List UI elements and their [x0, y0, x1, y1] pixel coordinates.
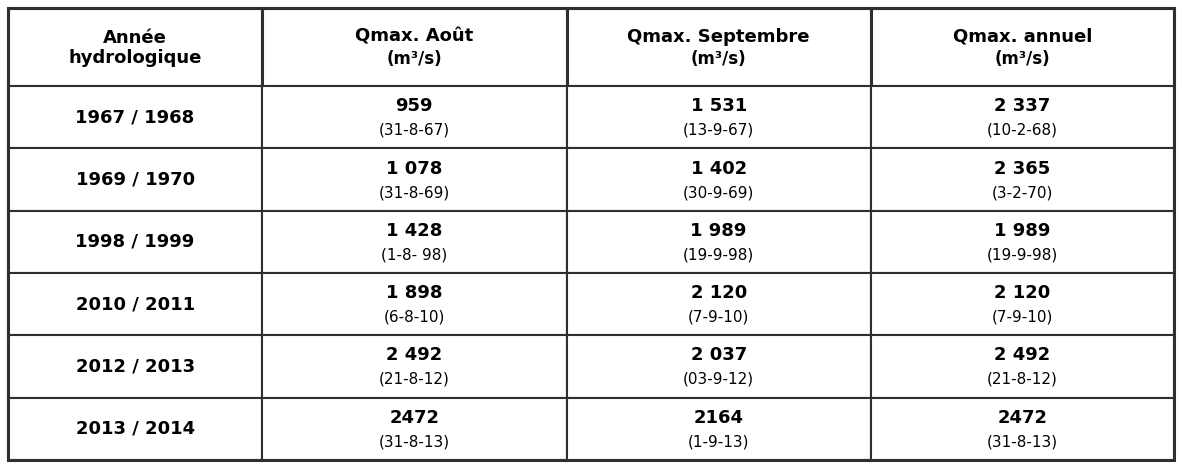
Bar [871, 86, 1174, 148]
Text: 959: 959 [396, 97, 433, 115]
Text: (7-9-10): (7-9-10) [992, 310, 1053, 325]
Text: 1 531: 1 531 [690, 97, 747, 115]
Bar [262, 8, 566, 86]
Text: (13-9-67): (13-9-67) [683, 123, 754, 138]
Text: 1 402: 1 402 [690, 160, 747, 177]
Text: 1 989: 1 989 [994, 222, 1051, 240]
Bar [262, 398, 566, 460]
Text: 1 428: 1 428 [387, 222, 442, 240]
Text: 1969 / 1970: 1969 / 1970 [76, 170, 195, 189]
Bar [871, 8, 1174, 86]
Text: 2 120: 2 120 [690, 284, 747, 302]
Text: (21-8-12): (21-8-12) [987, 372, 1058, 387]
Text: (19-9-98): (19-9-98) [683, 247, 754, 263]
Text: (30-9-69): (30-9-69) [683, 185, 754, 200]
Bar [566, 8, 871, 86]
Text: (6-8-10): (6-8-10) [384, 310, 446, 325]
Text: 2010 / 2011: 2010 / 2011 [76, 295, 195, 313]
Text: (1-8- 98): (1-8- 98) [382, 247, 448, 263]
Bar [566, 86, 871, 148]
Bar [566, 148, 871, 211]
Text: (m³/s): (m³/s) [994, 50, 1051, 68]
Bar [8, 86, 262, 148]
Text: 2013 / 2014: 2013 / 2014 [76, 420, 195, 438]
Bar [8, 148, 262, 211]
Text: Qmax. Septembre: Qmax. Septembre [628, 28, 810, 46]
Bar [8, 398, 262, 460]
Text: 1 898: 1 898 [387, 284, 442, 302]
Bar [566, 336, 871, 398]
Text: 2 492: 2 492 [387, 346, 442, 365]
Text: 1998 / 1999: 1998 / 1999 [76, 233, 195, 251]
Text: (31-8-13): (31-8-13) [378, 434, 450, 449]
Text: (1-9-13): (1-9-13) [688, 434, 749, 449]
Text: (03-9-12): (03-9-12) [683, 372, 754, 387]
Bar [262, 273, 566, 336]
Bar [262, 211, 566, 273]
Text: (3-2-70): (3-2-70) [992, 185, 1053, 200]
Text: 1 078: 1 078 [387, 160, 442, 177]
Text: Année: Année [103, 29, 167, 47]
Text: (31-8-69): (31-8-69) [378, 185, 450, 200]
Text: 2 337: 2 337 [994, 97, 1051, 115]
Bar [8, 8, 262, 86]
Bar [262, 148, 566, 211]
Bar [871, 273, 1174, 336]
Text: 2012 / 2013: 2012 / 2013 [76, 358, 195, 375]
Bar [871, 398, 1174, 460]
Bar [262, 86, 566, 148]
Text: (21-8-12): (21-8-12) [379, 372, 450, 387]
Text: (31-8-67): (31-8-67) [378, 123, 450, 138]
Bar [8, 336, 262, 398]
Text: 2164: 2164 [694, 409, 743, 427]
Text: 2472: 2472 [998, 409, 1047, 427]
Bar [566, 211, 871, 273]
Text: (m³/s): (m³/s) [387, 50, 442, 68]
Text: Qmax. annuel: Qmax. annuel [953, 28, 1092, 46]
Text: (19-9-98): (19-9-98) [987, 247, 1058, 263]
Bar [871, 336, 1174, 398]
Text: 2472: 2472 [389, 409, 440, 427]
Text: (31-8-13): (31-8-13) [987, 434, 1058, 449]
Bar [8, 273, 262, 336]
Bar [8, 211, 262, 273]
Text: 2 365: 2 365 [994, 160, 1051, 177]
Bar [566, 273, 871, 336]
Text: (7-9-10): (7-9-10) [688, 310, 749, 325]
Bar [871, 148, 1174, 211]
Text: 2 492: 2 492 [994, 346, 1051, 365]
Bar [262, 336, 566, 398]
Text: Qmax. Août: Qmax. Août [356, 28, 474, 46]
Text: (10-2-68): (10-2-68) [987, 123, 1058, 138]
Text: 1 989: 1 989 [690, 222, 747, 240]
Text: 2 120: 2 120 [994, 284, 1051, 302]
Text: (m³/s): (m³/s) [690, 50, 747, 68]
Text: hydrologique: hydrologique [69, 49, 202, 67]
Text: 2 037: 2 037 [690, 346, 747, 365]
Text: 1967 / 1968: 1967 / 1968 [76, 108, 195, 126]
Bar [566, 398, 871, 460]
Bar [871, 211, 1174, 273]
